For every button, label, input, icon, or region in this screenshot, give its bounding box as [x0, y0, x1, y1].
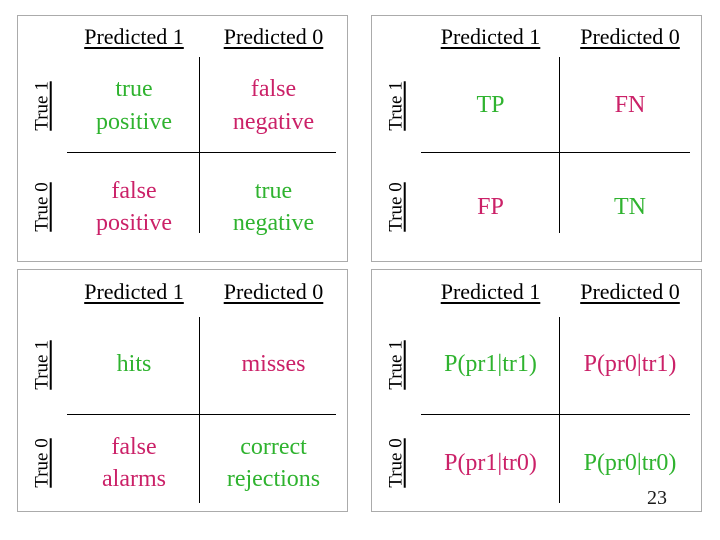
matrix-cell-fp: FP [477, 193, 504, 220]
row-label-text: True 0 [385, 182, 407, 232]
row-label-text: True 1 [31, 339, 53, 390]
row-label-true-0: True 0 [18, 415, 68, 511]
column-divider-line [199, 317, 200, 503]
row-label-true-1: True 1 [18, 314, 68, 415]
column-divider-line [559, 57, 560, 233]
row-divider-line [421, 152, 690, 153]
row-label-true-1: True 1 [372, 58, 422, 153]
col-header-predicted-0: Predicted 0 [223, 24, 324, 49]
matrix-cell-tp: TP [476, 92, 505, 119]
col-header-predicted-0: Predicted 0 [223, 279, 324, 304]
matrix-cell-hits: hits [116, 351, 152, 378]
matrix-cell-true-positive: true positive [96, 76, 172, 135]
row-label-text: True 0 [31, 438, 53, 488]
row-label-text: True 0 [385, 438, 407, 488]
col-header-predicted-1: Predicted 1 [84, 24, 184, 49]
panel-term-names: Predicted 1 Predicted 0 True 1 True 0 tr… [17, 15, 348, 262]
matrix-cell-false-positive: false positive [96, 177, 172, 236]
matrix-cell-fn: FN [614, 92, 646, 119]
col-header-predicted-1: Predicted 1 [440, 279, 541, 304]
matrix-cell-p-pr0-tr0: P(pr0|tr0) [583, 449, 677, 476]
page-number: 23 [647, 487, 667, 509]
row-label-true-0: True 0 [372, 415, 422, 511]
matrix-cell-true-negative: true negative [232, 177, 315, 236]
matrix-cell-p-pr1-tr1: P(pr1|tr1) [444, 351, 537, 378]
matrix-cell-correct-rejections: correct rejections [226, 433, 321, 492]
matrix-cell-false-alarms: false alarms [102, 433, 166, 492]
col-header-predicted-1: Predicted 1 [84, 279, 184, 304]
row-divider-line [421, 414, 690, 415]
row-label-text: True 1 [385, 80, 407, 131]
matrix-cell-p-pr1-tr0: P(pr1|tr0) [444, 449, 537, 476]
col-header-predicted-0: Predicted 0 [580, 279, 680, 304]
row-label-true-1: True 1 [372, 314, 422, 415]
matrix-cell-misses: misses [241, 351, 306, 378]
row-label-text: True 0 [31, 182, 53, 232]
row-label-true-0: True 0 [372, 153, 422, 261]
row-label-text: True 1 [385, 339, 407, 390]
panel-conditional-probabilities: Predicted 1 Predicted 0 True 1 True 0 P(… [371, 269, 702, 512]
row-divider-line [67, 414, 336, 415]
column-divider-line [559, 317, 560, 503]
row-label-text: True 1 [31, 80, 53, 131]
col-header-predicted-1: Predicted 1 [440, 24, 541, 49]
matrix-cell-tn: TN [614, 193, 646, 220]
row-divider-line [67, 152, 336, 153]
panel-abbreviations: Predicted 1 Predicted 0 True 1 True 0 TP… [371, 15, 702, 262]
matrix-cell-false-negative: false negative [232, 76, 315, 135]
row-label-true-1: True 1 [18, 58, 68, 153]
panel-signal-detection-terms: Predicted 1 Predicted 0 True 1 True 0 hi… [17, 269, 348, 512]
col-header-predicted-0: Predicted 0 [580, 24, 680, 49]
matrix-cell-p-pr0-tr1: P(pr0|tr1) [583, 351, 677, 378]
column-divider-line [199, 57, 200, 233]
row-label-true-0: True 0 [18, 153, 68, 261]
